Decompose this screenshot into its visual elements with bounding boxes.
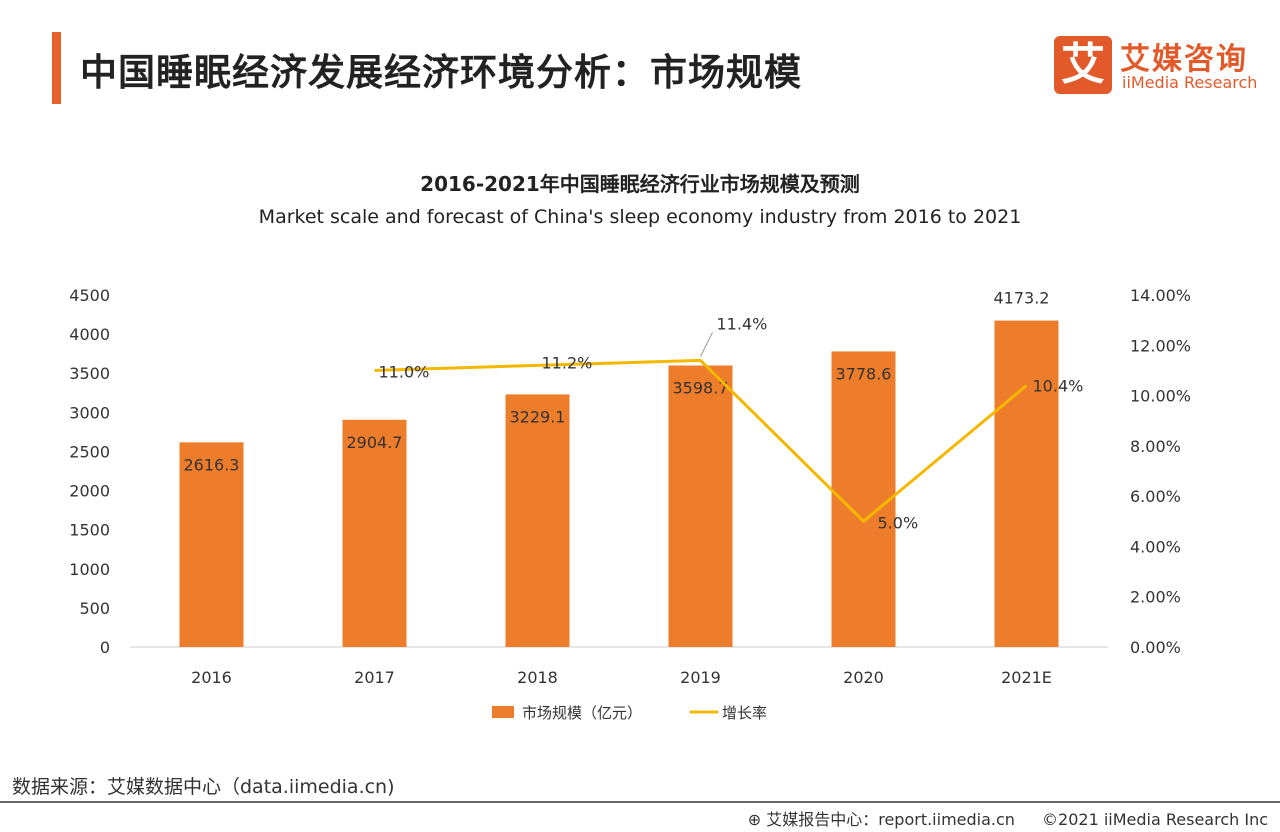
- y-left-tick-label: 4000: [69, 325, 110, 344]
- line-value-label: 11.2%: [542, 353, 593, 372]
- y-right-tick-label: 2.00%: [1130, 588, 1181, 607]
- x-tick-label: 2018: [517, 668, 558, 687]
- line-value-label: 11.4%: [717, 314, 768, 333]
- bar-value-label: 3778.6: [836, 364, 892, 383]
- bar-value-label: 2904.7: [347, 433, 403, 452]
- copyright: ©2021 iiMedia Research Inc: [1042, 810, 1268, 829]
- legend-label-bar: 市场规模（亿元）: [522, 704, 642, 722]
- y-left-tick-label: 3000: [69, 403, 110, 422]
- chart: 0 500 1000 1500 2000 2500 3000 3500 4000 4500 0.00…: [69, 286, 1191, 722]
- y-right-tick-label: 10.00%: [1130, 387, 1191, 406]
- chart-title: 2016-2021年中国睡眠经济行业市场规模及预测: [420, 172, 860, 196]
- footer-divider: [0, 801, 1280, 803]
- y-right-tick-label: 12.00%: [1130, 336, 1191, 355]
- footer: ⊕ 艾媒报告中心：report.iimedia.cn ©2021 iiMedia…: [748, 806, 1268, 830]
- bar-value-label: 2616.3: [184, 455, 240, 474]
- label-leader-line: [700, 332, 713, 357]
- y-left-tick-label: 2500: [69, 442, 110, 461]
- bar-value-label: 4173.2: [994, 289, 1050, 308]
- bar: [179, 442, 244, 647]
- legend-label-line: 增长率: [722, 704, 767, 722]
- bar: [505, 394, 570, 647]
- title-accent-bar: [52, 32, 61, 104]
- x-tick-label: 2017: [354, 668, 395, 687]
- bar: [994, 320, 1059, 647]
- globe-icon: ⊕: [747, 810, 762, 829]
- bar: [668, 365, 733, 647]
- x-tick-label: 2020: [843, 668, 884, 687]
- report-center: 艾媒报告中心：report.iimedia.cn: [766, 810, 1015, 829]
- page-title: 中国睡眠经济发展经济环境分析：市场规模: [80, 51, 802, 94]
- y-right-tick-label: 8.00%: [1130, 437, 1181, 456]
- x-tick-label: 2019: [680, 668, 721, 687]
- logo-text-cn: 艾媒咨询: [1120, 42, 1248, 77]
- bar-value-label: 3229.1: [510, 407, 566, 426]
- y-right-tick-label: 14.00%: [1130, 286, 1191, 305]
- y-right-tick-label: 0.00%: [1130, 638, 1181, 657]
- y-left-tick-label: 4500: [69, 286, 110, 305]
- line-value-label: 11.0%: [379, 362, 430, 381]
- bar: [342, 419, 407, 647]
- y-right-tick-label: 6.00%: [1130, 487, 1181, 506]
- line-value-label: 5.0%: [878, 513, 919, 532]
- y-right-tick-label: 4.00%: [1130, 537, 1181, 556]
- bar-value-label: 3598.7: [673, 379, 729, 398]
- y-left-tick-label: 1000: [69, 560, 110, 579]
- data-source: 数据来源：艾媒数据中心（data.iimedia.cn): [12, 776, 395, 798]
- y-left-tick-label: 1500: [69, 521, 110, 540]
- y-left-tick-label: 3500: [69, 364, 110, 383]
- line-value-label: 10.4%: [1033, 377, 1084, 396]
- y-left-tick-label: 2000: [69, 482, 110, 501]
- iimedia-logo-icon: 艾: [1054, 36, 1112, 94]
- x-tick-label: 2016: [191, 668, 232, 687]
- growth-line: [374, 358, 1028, 524]
- x-tick-label: 2021E: [1001, 668, 1052, 687]
- chart-subtitle: Market scale and forecast of China's sle…: [258, 206, 1022, 228]
- legend-swatch-bar: [492, 706, 514, 718]
- y-left-tick-label: 500: [79, 599, 110, 618]
- logo-text-en: iiMedia Research: [1122, 73, 1258, 92]
- y-left-tick-label: 0: [100, 638, 110, 657]
